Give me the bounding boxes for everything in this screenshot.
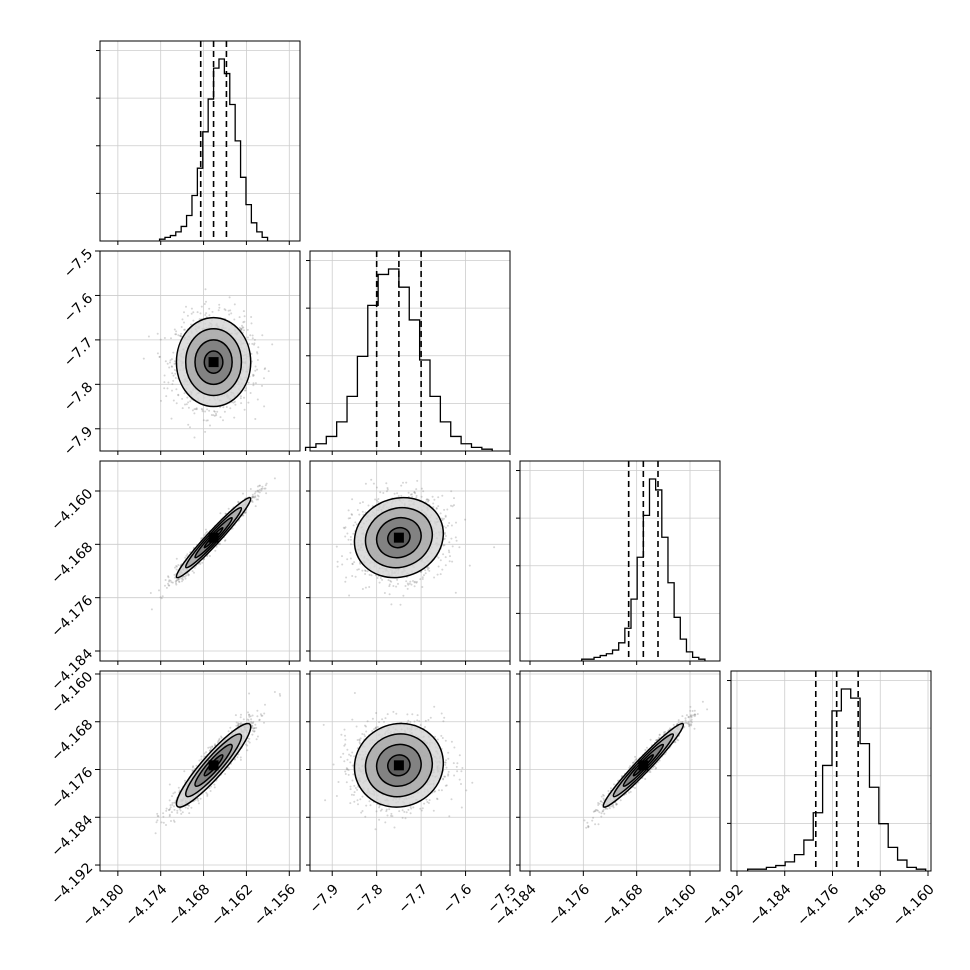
- x-tick-label-3-0: −4.192: [699, 881, 747, 929]
- y-tick-label-1-1: −7.6: [61, 290, 96, 325]
- y-tick-label-1-4: −7.9: [61, 424, 96, 459]
- scatter-panel-3-1-frame: [309, 670, 511, 872]
- x-tick-label-3-1: −4.184: [747, 881, 795, 929]
- scatter-panel-3-0-frame: [99, 670, 301, 872]
- histogram-panel-0-frame: [99, 40, 301, 242]
- y-tick-label-3-4: −4.192: [48, 860, 96, 908]
- y-tick-label-2-1: −4.168: [48, 539, 96, 587]
- scatter-panel-2-0: [100, 461, 300, 661]
- histogram-3: [747, 688, 927, 871]
- x-tick-label-2-2: −4.168: [598, 881, 646, 929]
- y-tick-label-2-2: −4.176: [48, 593, 96, 641]
- x-tick-label-1-2: −7.7: [396, 881, 431, 916]
- x-tick-label-0-1: −4.174: [123, 881, 171, 929]
- x-tick-label-0-4: −4.156: [251, 881, 299, 929]
- density-peak-1-0: [208, 357, 219, 368]
- x-tick-label-2-3: −4.160: [652, 881, 700, 929]
- y-tick-label-3-1: −4.168: [48, 717, 96, 765]
- scatter-panel-1-0-frame: [99, 250, 301, 452]
- y-tick-label-3-3: −4.184: [48, 812, 96, 860]
- histogram-1: [304, 268, 493, 451]
- scatter-panel-3-1: [310, 671, 511, 871]
- x-tick-label-1-3: −7.6: [440, 881, 475, 916]
- y-tick-label-1-3: −7.8: [61, 379, 96, 414]
- scatter-panel-3-0: [100, 671, 300, 871]
- scatter-panel-2-1: [310, 461, 511, 661]
- x-tick-label-3-3: −4.168: [842, 881, 890, 929]
- density-peak-3-0: [208, 760, 219, 771]
- scatter-panel-1-0: [100, 250, 300, 451]
- y-tick-label-1-0: −7.5: [61, 246, 96, 281]
- histogram-panel-1-frame: [309, 250, 511, 452]
- x-tick-label-3-4: −4.160: [890, 881, 938, 929]
- x-tick-label-0-0: −4.180: [80, 881, 128, 929]
- x-tick-label-0-3: −4.162: [208, 881, 256, 929]
- y-tick-label-2-0: −4.160: [48, 486, 96, 534]
- density-peak-3-1: [393, 760, 404, 771]
- x-tick-label-1-0: −7.9: [307, 881, 342, 916]
- x-tick-label-2-1: −4.176: [545, 881, 593, 929]
- histogram-panel-3-frame: [730, 670, 932, 872]
- scatter-panel-3-2-frame: [519, 670, 721, 872]
- y-tick-label-3-2: −4.176: [48, 764, 96, 812]
- histogram-panel-1: [304, 251, 511, 451]
- x-tick-label-1-1: −7.8: [351, 881, 386, 916]
- histogram-panel-2-frame: [519, 460, 721, 662]
- density-peak-3-2: [638, 760, 649, 771]
- y-tick-label-1-2: −7.7: [61, 335, 96, 370]
- density-peak-2-0: [208, 532, 219, 543]
- x-tick-label-3-2: −4.176: [794, 881, 842, 929]
- density-peak-2-1: [393, 532, 404, 543]
- scatter-panel-3-2: [520, 671, 720, 871]
- histogram-panel-3: [727, 671, 931, 871]
- scatter-panel-2-1-frame: [309, 460, 511, 662]
- x-tick-label-0-2: −4.168: [165, 881, 213, 929]
- histogram-panel-0: [96, 41, 300, 241]
- scatter-panel-2-0-frame: [99, 460, 301, 662]
- histogram-panel-2: [516, 461, 720, 661]
